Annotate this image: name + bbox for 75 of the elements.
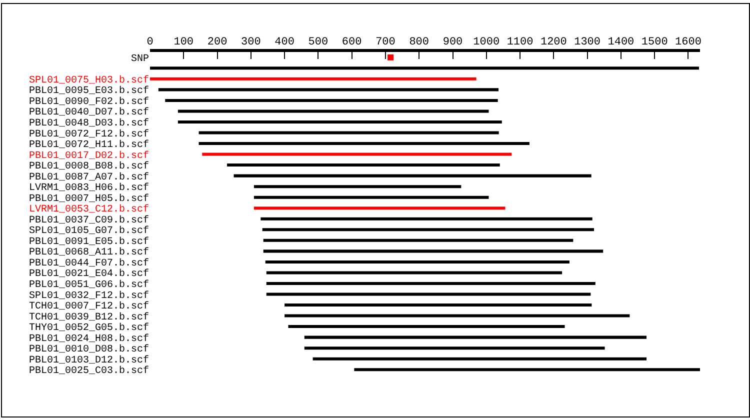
bar [178, 110, 489, 113]
y-tick-label: THY01_0052_G05.b.scf [28, 322, 149, 334]
y-tick-label: PBL01_0044_F07.b.scf [28, 257, 149, 270]
bar [234, 174, 592, 178]
y-tick-label: PBL01_0068_A11.b.scf [28, 246, 149, 259]
y-tick-label: PBL01_0024_H08.b.scf [28, 332, 149, 345]
bar [263, 238, 574, 242]
bar [260, 217, 592, 220]
bar [263, 250, 604, 253]
y-tick-label: SPL01_0075_H03.b.scf [28, 74, 149, 86]
y-tick-label: TCH01_0007_F12.b.scf [28, 300, 149, 313]
x-tick-label: 1500 [641, 36, 668, 49]
bar [265, 260, 570, 264]
y-tick-label: LVRM1_0083_H06.b.scf [28, 182, 149, 194]
y-tick-label: PBL01_0087_A07.b.scf [28, 171, 149, 184]
bar [284, 314, 630, 318]
bar [150, 66, 699, 70]
bar [198, 142, 530, 146]
y-tick-label: SNP [130, 54, 149, 65]
y-tick-label: PBL01_0010_D08.b.scf [28, 344, 149, 356]
bar [150, 77, 476, 80]
bar [262, 228, 594, 232]
x-tick-label: 100 [174, 36, 194, 49]
x-tick-label: 1300 [574, 36, 601, 49]
bar [354, 368, 700, 372]
bar [312, 357, 647, 360]
y-tick-label: LVRM1_0053_C12.b.scf [28, 204, 149, 216]
x-tick-label: 1600 [675, 36, 702, 49]
bar [198, 131, 499, 134]
y-tick-label: PBL01_0072_H11.b.scf [28, 139, 149, 152]
x-tick-label: 500 [308, 36, 328, 49]
y-tick-label: PBL01_0090_F02.b.scf [28, 96, 149, 108]
bar [304, 346, 605, 350]
y-tick-label: SPL01_0105_G07.b.scf [28, 225, 149, 238]
y-tick-label: TCH01_0039_B12.b.scf [28, 311, 149, 324]
bar [266, 282, 596, 285]
bar [284, 304, 592, 307]
x-tick-label: 900 [442, 36, 463, 49]
bar [266, 271, 562, 274]
y-tick-label: PBL01_0072_F12.b.scf [28, 128, 149, 140]
y-tick-label: PBL01_0051_G06.b.scf [28, 278, 149, 291]
bar [266, 292, 591, 296]
bar [165, 98, 498, 102]
x-tick-label: 0 [146, 36, 154, 49]
x-tick-label: 1100 [506, 36, 534, 49]
x-tick-label: 400 [274, 36, 294, 49]
x-tick-label: 1200 [540, 36, 567, 49]
x-tick-label: 700 [376, 36, 396, 49]
y-tick-label: PBL01_0040_D07.b.scf [28, 106, 149, 119]
y-tick-label: PBL01_0095_E03.b.scf [28, 85, 149, 98]
y-tick-label: SPL01_0032_F12.b.scf [28, 290, 149, 302]
bar [158, 88, 498, 92]
y-tick-label: PBL01_0103_D12.b.scf [28, 354, 149, 366]
bar [227, 164, 500, 167]
y-tick-label: PBL01_0091_E05.b.scf [28, 236, 149, 248]
x-tick-label: 600 [342, 36, 362, 49]
y-tick-label: PBL01_0008_B08.b.scf [28, 160, 149, 173]
bar [304, 336, 647, 339]
x-tick-label: 300 [241, 36, 261, 49]
x-tick-label: 1400 [608, 36, 634, 49]
y-tick-label: PBL01_0037_C09.b.scf [28, 214, 149, 226]
y-tick-label: PBL01_0048_D03.b.scf [28, 117, 149, 130]
bar [254, 206, 506, 210]
x-tick-label: 1000 [473, 36, 500, 49]
bar [254, 196, 489, 199]
y-tick-label: PBL01_0007_H05.b.scf [28, 192, 149, 205]
y-tick-label: PBL01_0017_D02.b.scf [28, 150, 149, 162]
x-tick-label: 800 [409, 36, 430, 49]
bar [288, 325, 565, 328]
y-tick-label: PBL01_0021_E04.b.scf [28, 268, 149, 280]
x-tick-label: 200 [207, 36, 228, 49]
bar [202, 152, 512, 156]
bar [178, 120, 502, 124]
y-tick-label: PBL01_0025_C03.b.scf [28, 365, 149, 378]
bar [254, 185, 462, 188]
